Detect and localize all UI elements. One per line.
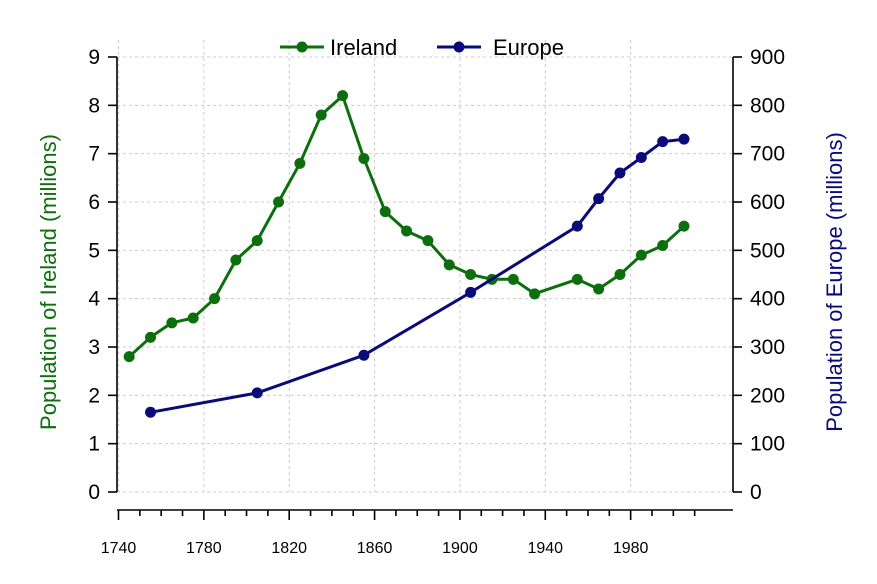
y-left-tick-label-7: 7 (88, 143, 100, 166)
x-tick-label-0: 1740 (101, 540, 137, 557)
data-point-europe-6 (614, 167, 626, 179)
y-right-tick-label-6: 600 (750, 191, 785, 214)
data-point-ireland-3 (187, 312, 199, 324)
x-tick-label-6: 1980 (613, 540, 649, 557)
data-point-ireland-2 (166, 317, 178, 329)
data-point-ireland-23 (635, 249, 647, 261)
data-point-ireland-13 (401, 225, 413, 237)
grid-lines (117, 40, 733, 493)
data-point-ireland-5 (230, 254, 242, 266)
y-left-tick-label-0: 0 (88, 481, 100, 504)
y-left-tick-label-1: 1 (88, 433, 100, 456)
y-left-tick-label-6: 6 (88, 191, 100, 214)
y-axis-left-label: Population of Ireland (millions) (36, 134, 61, 430)
y-right-tick-label-1: 100 (750, 433, 785, 456)
data-point-ireland-18 (507, 273, 519, 285)
y-right-tick-label-7: 700 (750, 143, 785, 166)
series-layer (123, 90, 690, 418)
y-left-tick-label-2: 2 (88, 384, 100, 407)
data-point-ireland-20 (571, 273, 583, 285)
legend-label-ireland: Ireland (330, 35, 397, 60)
y-axis-right-label: Population of Europe (millions) (822, 132, 847, 432)
data-point-ireland-15 (443, 259, 455, 271)
x-tick-label-4: 1900 (442, 540, 478, 557)
y-right-tick-label-4: 400 (750, 288, 785, 311)
data-point-europe-1 (251, 387, 263, 399)
data-point-ireland-7 (273, 196, 285, 208)
y-left-tick-label-3: 3 (88, 336, 100, 359)
data-point-ireland-21 (593, 283, 605, 295)
x-tick-label-3: 1860 (357, 540, 393, 557)
y-right-tick-label-3: 300 (750, 336, 785, 359)
y-left-tick-label-9: 9 (88, 46, 100, 69)
y-right-tick-label-9: 900 (750, 46, 785, 69)
data-point-ireland-25 (678, 220, 690, 232)
data-point-europe-3 (465, 286, 477, 298)
data-point-europe-7 (635, 152, 647, 164)
y-right-tick-label-0: 0 (750, 481, 762, 504)
data-point-ireland-6 (251, 235, 263, 247)
legend-label-europe: Europe (493, 35, 564, 60)
data-point-ireland-0 (123, 351, 135, 363)
data-point-ireland-19 (529, 288, 541, 300)
data-point-europe-4 (571, 220, 583, 232)
x-tick-label-2: 1820 (271, 540, 307, 557)
data-point-ireland-10 (337, 90, 349, 102)
data-point-europe-9 (678, 133, 690, 145)
x-tick-label-1: 1780 (186, 540, 222, 557)
y-right-tick-label-2: 200 (750, 384, 785, 407)
y-right-tick-label-8: 800 (750, 94, 785, 117)
legend: Ireland Europe (280, 35, 564, 60)
data-point-ireland-22 (614, 269, 626, 280)
y-left-tick-label-4: 4 (88, 288, 100, 311)
data-point-ireland-24 (657, 240, 669, 251)
data-point-ireland-1 (145, 331, 157, 343)
data-point-ireland-4 (209, 293, 221, 305)
data-point-ireland-16 (465, 269, 477, 280)
y-left-tick-label-8: 8 (88, 94, 100, 117)
data-point-ireland-8 (294, 157, 306, 169)
data-point-ireland-11 (358, 153, 370, 164)
axes (108, 56, 742, 520)
y-right-tick-label-5: 500 (750, 239, 785, 262)
data-point-ireland-9 (315, 109, 327, 121)
data-point-ireland-14 (422, 235, 434, 247)
data-point-europe-2 (358, 349, 370, 361)
legend-swatch-marker-europe (453, 41, 465, 53)
x-tick-label-5: 1940 (527, 540, 563, 557)
series-line-europe (150, 137, 685, 414)
legend-swatch-marker-ireland (296, 41, 308, 53)
data-point-europe-0 (145, 406, 157, 418)
tick-labels: 0 1 2 3 4 5 6 7 8 9 0 100 200 300 400 500 600 700 800 900 17… (88, 46, 785, 557)
data-point-europe-5 (593, 193, 605, 205)
data-point-ireland-12 (379, 206, 391, 218)
data-point-europe-8 (657, 136, 669, 148)
y-left-tick-label-5: 5 (88, 239, 100, 262)
